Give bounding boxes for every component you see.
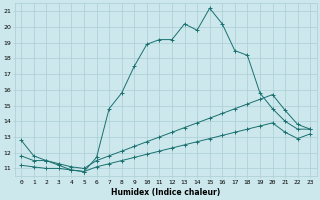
X-axis label: Humidex (Indice chaleur): Humidex (Indice chaleur) [111, 188, 220, 197]
